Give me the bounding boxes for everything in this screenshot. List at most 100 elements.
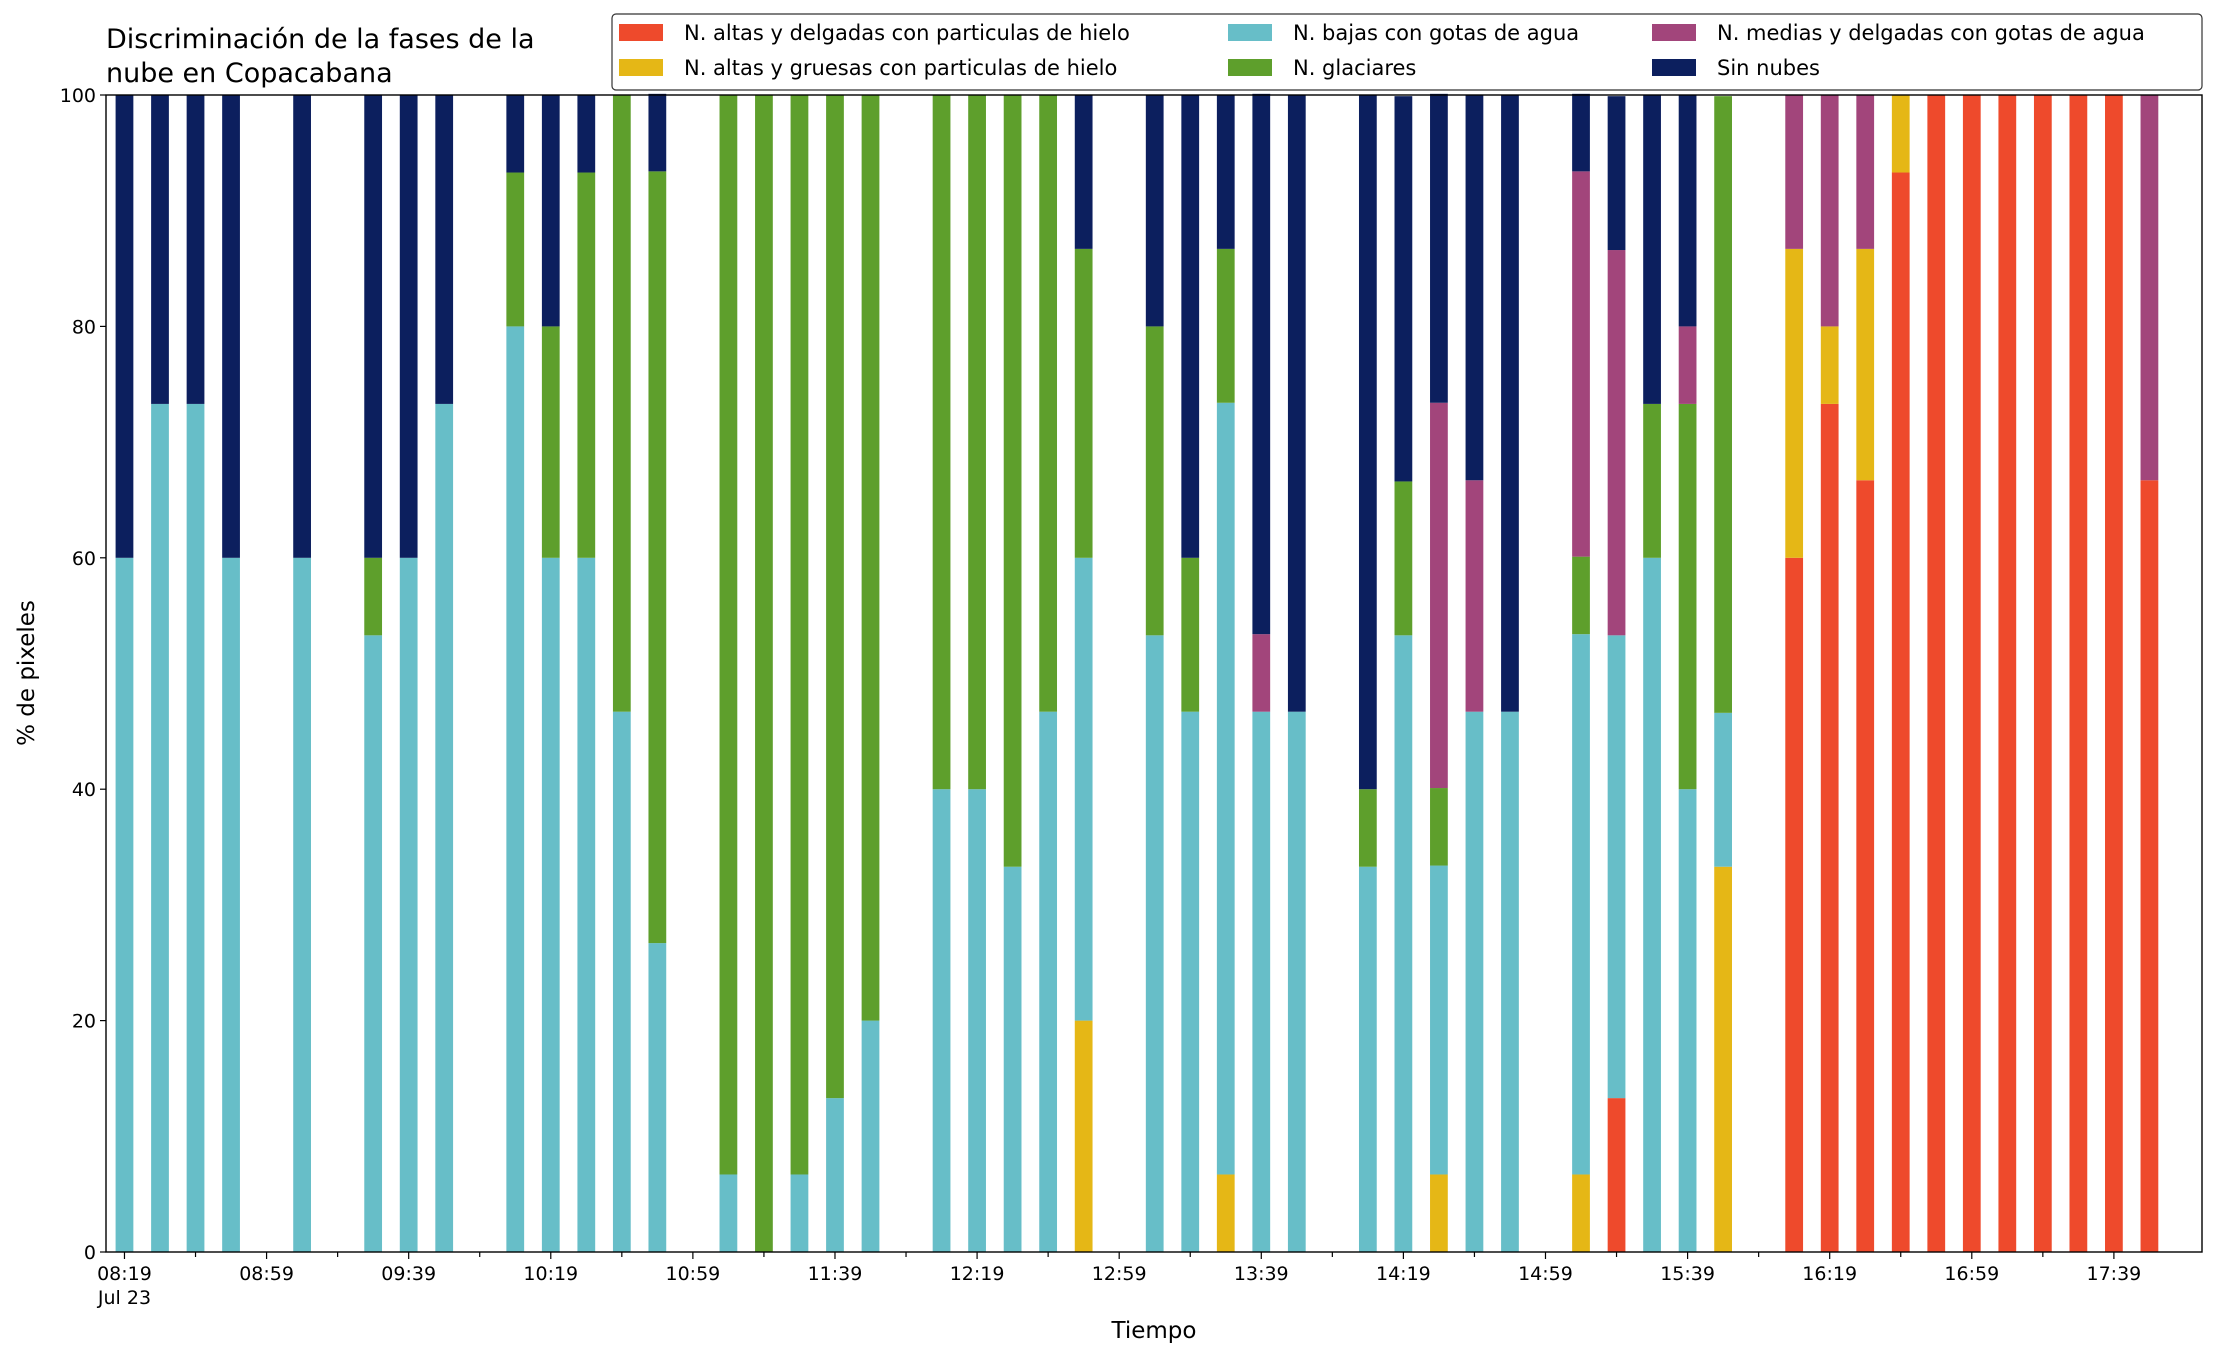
bar-segment — [151, 403, 169, 1252]
legend-swatch — [619, 59, 663, 76]
bar-segment — [612, 711, 631, 1252]
bar-segment — [1643, 557, 1661, 1252]
chart-title: Discriminación de la fases de la — [106, 24, 535, 55]
bar-segment — [1820, 95, 1839, 327]
bar-segment — [1358, 789, 1377, 867]
x-tick-label: 08:59 — [239, 1263, 294, 1285]
bar-segment — [648, 93, 667, 172]
x-tick-label: 10:59 — [665, 1263, 720, 1285]
bar-segment — [861, 95, 880, 1021]
bar-segment — [2140, 480, 2159, 1252]
bar-segment — [541, 95, 560, 327]
x-tick-label: 17:39 — [2087, 1263, 2142, 1285]
bar-segment — [1607, 1098, 1626, 1252]
bar-segment — [186, 403, 205, 1252]
bar-segment — [1927, 95, 1946, 1252]
bar-segment — [826, 95, 844, 1099]
bar-segment — [1678, 326, 1697, 404]
bar-segment — [1216, 1174, 1235, 1252]
bar-segment — [1145, 326, 1164, 636]
bar-segment — [222, 557, 240, 1252]
bar-segment — [1394, 96, 1413, 482]
x-axis-label: Tiempo — [1111, 1318, 1197, 1344]
bar-segment — [1607, 635, 1626, 1099]
x-tick-label: 14:59 — [1518, 1263, 1573, 1285]
bar-segment — [151, 95, 169, 404]
bar-segment — [719, 1174, 738, 1252]
bar-segment — [932, 95, 951, 790]
bar-segment — [1572, 556, 1590, 635]
bar-segment — [541, 557, 560, 1252]
legend-swatch — [1652, 59, 1696, 76]
bar-segment — [577, 557, 596, 1252]
bar-segment — [1891, 172, 1910, 1252]
bar-segment — [1465, 480, 1484, 712]
bar-segment — [1394, 481, 1413, 636]
legend-label: N. altas y delgadas con particulas de hi… — [684, 21, 1130, 45]
bar-segment — [790, 1174, 809, 1252]
legend-swatch — [1652, 24, 1696, 41]
x-date-label: Jul 23 — [97, 1287, 151, 1309]
bar-segment — [1074, 557, 1093, 1021]
bar-segment — [2140, 95, 2159, 481]
bar-segment — [2033, 95, 2052, 1252]
bar-segment — [1074, 95, 1093, 249]
bar-segment — [1252, 711, 1271, 1252]
bar-segment — [435, 95, 454, 404]
bar-segment — [1785, 557, 1804, 1252]
bar-segment — [932, 789, 951, 1252]
bar-segment — [1785, 248, 1804, 558]
bar-segment — [364, 95, 383, 558]
bar-segment — [577, 95, 596, 173]
bar-segment — [612, 95, 631, 712]
bar-segment — [1678, 403, 1697, 790]
legend-label: N. medias y delgadas con gotas de agua — [1717, 21, 2145, 45]
bar-segment — [1145, 95, 1164, 327]
bar-segment — [1394, 635, 1413, 1252]
bar-segment — [364, 635, 383, 1252]
bar-segment — [1003, 866, 1022, 1252]
bar-segment — [1820, 403, 1839, 1252]
bar-segment — [1678, 95, 1697, 327]
bar-segment — [1003, 95, 1022, 867]
bar-segment — [1430, 1174, 1448, 1252]
y-tick-label: 0 — [84, 1242, 96, 1264]
bar-segment — [1856, 95, 1875, 249]
bar-segment — [1216, 402, 1235, 1175]
bar-segment — [1962, 95, 1981, 1252]
bar-segment — [364, 557, 383, 636]
bar-segment — [1430, 402, 1448, 789]
bar-segment — [1430, 788, 1448, 866]
bar-segment — [1572, 1174, 1590, 1252]
bar-segment — [2069, 95, 2088, 1252]
plot-frame — [105, 94, 2203, 1253]
bar-segment — [1714, 712, 1732, 867]
bar-segment — [506, 95, 525, 173]
bar-segment — [1430, 93, 1448, 403]
legend-label: N. altas y gruesas con particulas de hie… — [684, 56, 1117, 80]
bar-segment — [1216, 248, 1235, 403]
bar-segment — [1607, 96, 1626, 251]
y-tick-label: 40 — [72, 779, 96, 801]
bar-segment — [790, 95, 809, 1175]
legend-swatch — [1228, 59, 1272, 76]
x-tick-label: 16:19 — [1802, 1263, 1857, 1285]
bar-segment — [755, 95, 773, 1252]
bar-segment — [1856, 480, 1875, 1252]
x-tick-label: 08:19 — [97, 1263, 152, 1285]
y-tick-label: 20 — [72, 1011, 96, 1033]
bar-segment — [1039, 711, 1058, 1252]
bar-segment — [1181, 95, 1200, 558]
bar-segment — [1145, 635, 1164, 1252]
y-tick-label: 80 — [72, 316, 96, 338]
bar-segment — [1643, 403, 1661, 558]
bar-segment — [1465, 711, 1484, 1252]
bar-segment — [1714, 96, 1732, 713]
bar-segment — [222, 95, 240, 558]
bar-segment — [435, 403, 454, 1252]
bar-segment — [648, 171, 667, 944]
bar-segment — [1785, 95, 1804, 249]
y-tick-label: 100 — [60, 85, 96, 107]
